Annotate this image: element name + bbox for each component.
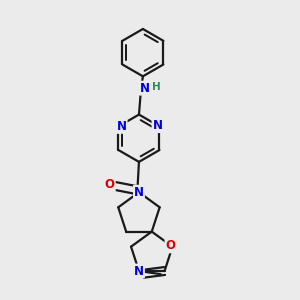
Text: O: O (166, 239, 176, 252)
Text: N: N (134, 265, 144, 278)
Text: O: O (105, 178, 115, 191)
Text: N: N (117, 120, 127, 133)
Text: N: N (134, 186, 144, 199)
Text: N: N (152, 119, 163, 132)
Text: N: N (140, 82, 150, 94)
Text: H: H (152, 82, 160, 92)
Text: O: O (132, 268, 142, 281)
